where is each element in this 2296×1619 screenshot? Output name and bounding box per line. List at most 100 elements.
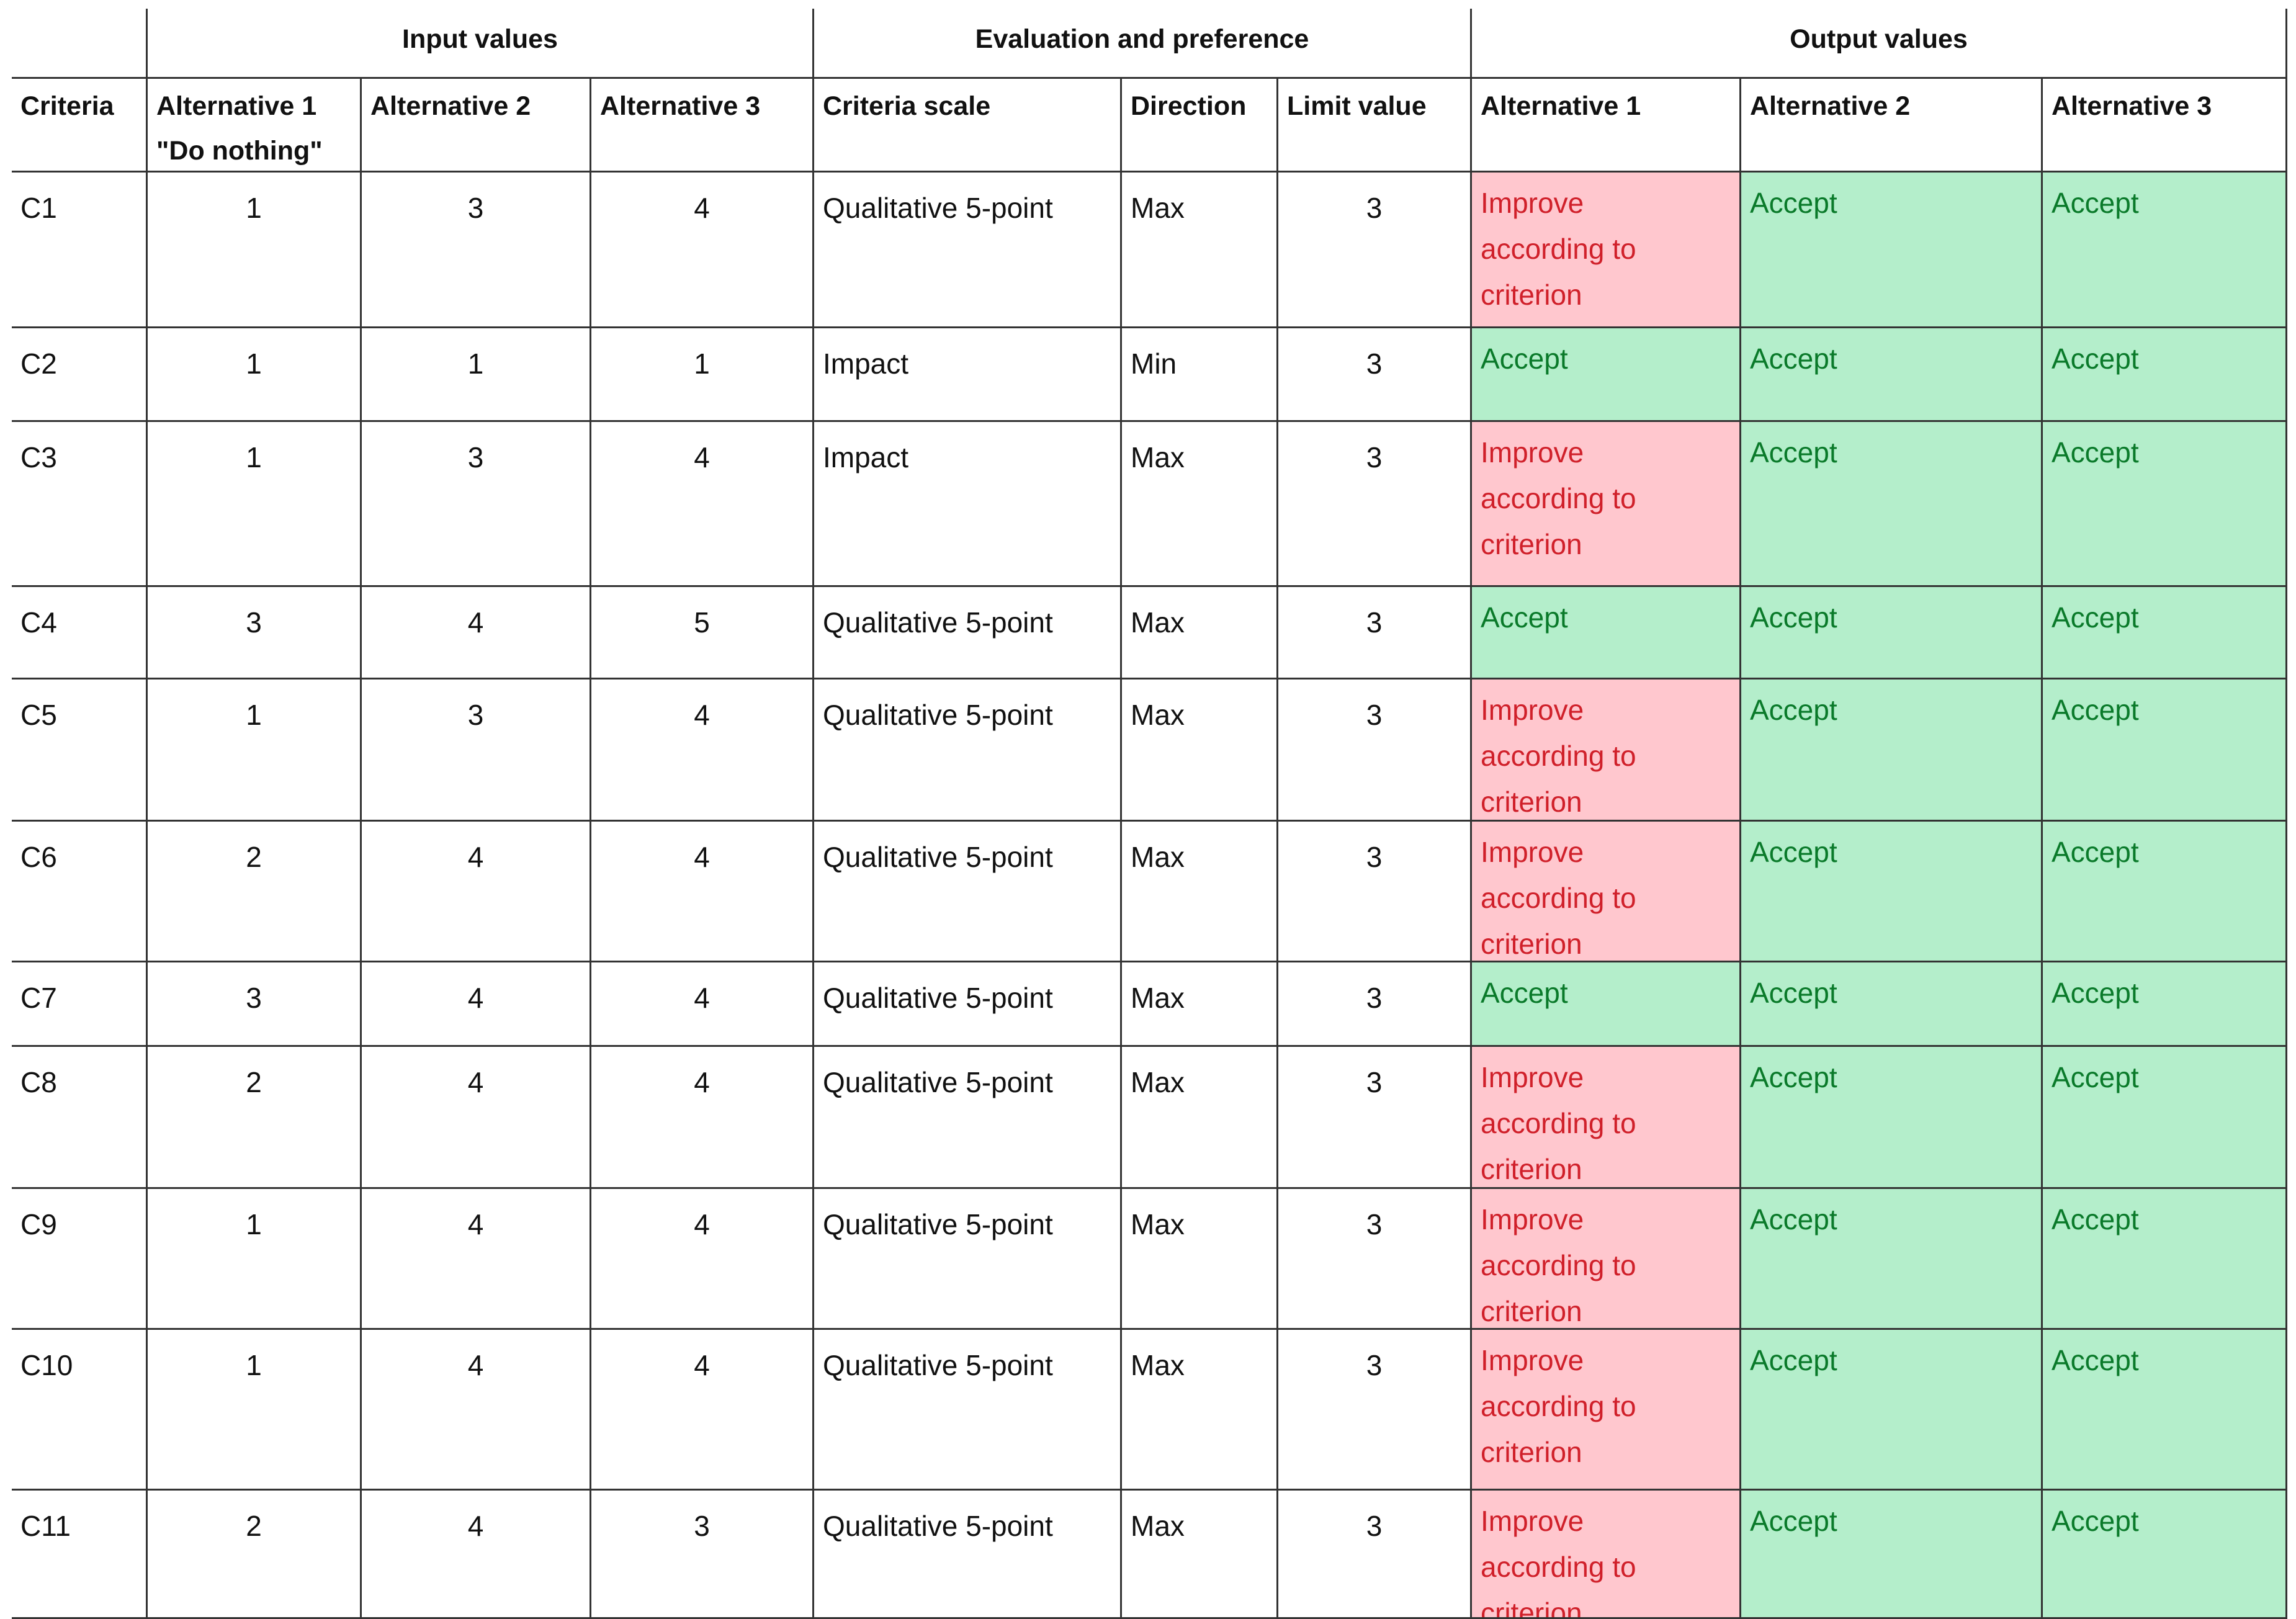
limit-cell[interactable]: 3 <box>1278 822 1472 962</box>
output-value[interactable]: Accept <box>2043 587 2287 679</box>
output-value[interactable]: Accept <box>2043 679 2287 822</box>
limit-cell[interactable]: 3 <box>1278 1189 1472 1330</box>
criterion-cell[interactable]: C1 <box>12 173 148 328</box>
output-value[interactable]: Accept <box>2043 962 2287 1047</box>
input-value[interactable]: 4 <box>591 822 814 962</box>
direction-cell[interactable]: Max <box>1122 1047 1278 1189</box>
limit-cell[interactable]: 3 <box>1278 173 1472 328</box>
output-value[interactable]: Accept <box>2043 422 2287 587</box>
scale-cell[interactable]: Qualitative 5-point <box>814 587 1122 679</box>
input-value[interactable]: 2 <box>148 1491 362 1619</box>
input-value[interactable]: 3 <box>148 962 362 1047</box>
scale-cell[interactable]: Qualitative 5-point <box>814 1330 1122 1491</box>
output-value[interactable]: Improve according to criterion <box>1472 173 1741 328</box>
criterion-cell[interactable]: C2 <box>12 328 148 422</box>
output-value[interactable]: Improve according to criterion <box>1472 679 1741 822</box>
input-value[interactable]: 1 <box>591 328 814 422</box>
scale-cell[interactable]: Qualitative 5-point <box>814 679 1122 822</box>
input-value[interactable]: 4 <box>362 1491 591 1619</box>
output-value[interactable]: Accept <box>1472 962 1741 1047</box>
output-value[interactable]: Improve according to criterion <box>1472 1047 1741 1189</box>
input-value[interactable]: 3 <box>148 587 362 679</box>
input-value[interactable]: 4 <box>362 962 591 1047</box>
direction-cell[interactable]: Max <box>1122 587 1278 679</box>
input-value[interactable]: 1 <box>148 328 362 422</box>
input-value[interactable]: 4 <box>591 173 814 328</box>
output-value[interactable]: Accept <box>1741 1330 2043 1491</box>
direction-cell[interactable]: Max <box>1122 422 1278 587</box>
input-value[interactable]: 1 <box>148 173 362 328</box>
scale-cell[interactable]: Qualitative 5-point <box>814 962 1122 1047</box>
output-value[interactable]: Accept <box>1741 173 2043 328</box>
input-value[interactable]: 4 <box>591 962 814 1047</box>
output-value[interactable]: Accept <box>2043 1491 2287 1619</box>
criterion-cell[interactable]: C9 <box>12 1189 148 1330</box>
output-value[interactable]: Improve according to criterion <box>1472 1491 1741 1619</box>
input-value[interactable]: 4 <box>362 587 591 679</box>
output-value[interactable]: Accept <box>1741 1491 2043 1619</box>
limit-cell[interactable]: 3 <box>1278 962 1472 1047</box>
limit-cell[interactable]: 3 <box>1278 422 1472 587</box>
direction-cell[interactable]: Max <box>1122 822 1278 962</box>
criterion-cell[interactable]: C7 <box>12 962 148 1047</box>
input-value[interactable]: 1 <box>362 328 591 422</box>
criterion-cell[interactable]: C11 <box>12 1491 148 1619</box>
output-value[interactable]: Improve according to criterion <box>1472 422 1741 587</box>
output-value[interactable]: Improve according to criterion <box>1472 1330 1741 1491</box>
output-value[interactable]: Accept <box>2043 822 2287 962</box>
scale-cell[interactable]: Impact <box>814 328 1122 422</box>
output-value[interactable]: Accept <box>2043 173 2287 328</box>
limit-cell[interactable]: 3 <box>1278 1491 1472 1619</box>
output-value[interactable]: Improve according to criterion <box>1472 1189 1741 1330</box>
input-value[interactable]: 1 <box>148 1189 362 1330</box>
direction-cell[interactable]: Min <box>1122 328 1278 422</box>
output-value[interactable]: Accept <box>1741 328 2043 422</box>
criterion-cell[interactable]: C10 <box>12 1330 148 1491</box>
output-value[interactable]: Accept <box>2043 328 2287 422</box>
input-value[interactable]: 1 <box>148 1330 362 1491</box>
output-value[interactable]: Accept <box>1741 422 2043 587</box>
output-value[interactable]: Accept <box>1741 962 2043 1047</box>
input-value[interactable]: 1 <box>148 679 362 822</box>
direction-cell[interactable]: Max <box>1122 962 1278 1047</box>
scale-cell[interactable]: Qualitative 5-point <box>814 822 1122 962</box>
scale-cell[interactable]: Qualitative 5-point <box>814 173 1122 328</box>
input-value[interactable]: 4 <box>362 1189 591 1330</box>
input-value[interactable]: 3 <box>362 422 591 587</box>
input-value[interactable]: 4 <box>362 1047 591 1189</box>
criterion-cell[interactable]: C6 <box>12 822 148 962</box>
input-value[interactable]: 4 <box>591 1047 814 1189</box>
output-value[interactable]: Accept <box>2043 1189 2287 1330</box>
output-value[interactable]: Accept <box>2043 1047 2287 1189</box>
output-value[interactable]: Accept <box>1741 587 2043 679</box>
scale-cell[interactable]: Qualitative 5-point <box>814 1189 1122 1330</box>
input-value[interactable]: 4 <box>591 679 814 822</box>
direction-cell[interactable]: Max <box>1122 1189 1278 1330</box>
direction-cell[interactable]: Max <box>1122 679 1278 822</box>
criterion-cell[interactable]: C4 <box>12 587 148 679</box>
input-value[interactable]: 3 <box>362 173 591 328</box>
scale-cell[interactable]: Impact <box>814 422 1122 587</box>
input-value[interactable]: 2 <box>148 1047 362 1189</box>
scale-cell[interactable]: Qualitative 5-point <box>814 1047 1122 1189</box>
criterion-cell[interactable]: C5 <box>12 679 148 822</box>
direction-cell[interactable]: Max <box>1122 1491 1278 1619</box>
limit-cell[interactable]: 3 <box>1278 328 1472 422</box>
output-value[interactable]: Improve according to criterion <box>1472 822 1741 962</box>
input-value[interactable]: 4 <box>591 422 814 587</box>
output-value[interactable]: Accept <box>1741 1189 2043 1330</box>
input-value[interactable]: 4 <box>591 1330 814 1491</box>
input-value[interactable]: 4 <box>591 1189 814 1330</box>
output-value[interactable]: Accept <box>1741 1047 2043 1189</box>
criterion-cell[interactable]: C3 <box>12 422 148 587</box>
input-value[interactable]: 3 <box>591 1491 814 1619</box>
output-value[interactable]: Accept <box>1741 679 2043 822</box>
input-value[interactable]: 2 <box>148 822 362 962</box>
output-value[interactable]: Accept <box>2043 1330 2287 1491</box>
output-value[interactable]: Accept <box>1741 822 2043 962</box>
input-value[interactable]: 1 <box>148 422 362 587</box>
input-value[interactable]: 3 <box>362 679 591 822</box>
limit-cell[interactable]: 3 <box>1278 1330 1472 1491</box>
output-value[interactable]: Accept <box>1472 328 1741 422</box>
direction-cell[interactable]: Max <box>1122 1330 1278 1491</box>
